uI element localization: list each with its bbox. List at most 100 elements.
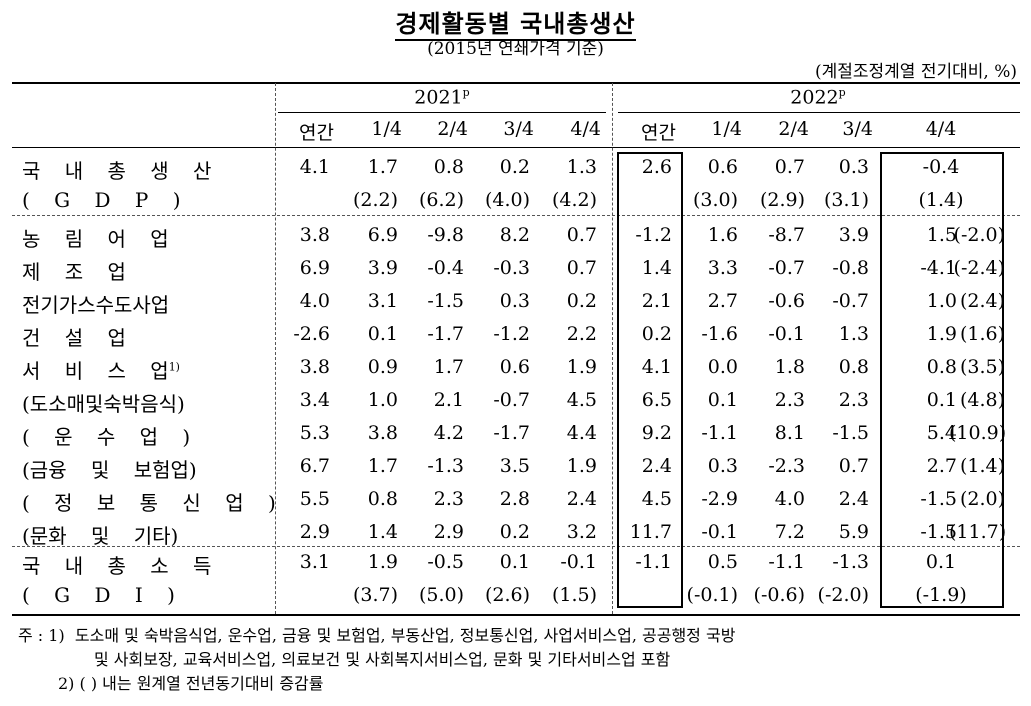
table-cell: 1.9 bbox=[926, 323, 957, 345]
table-cell: 8.1 bbox=[774, 422, 805, 444]
table-cell: 4.5 bbox=[641, 488, 672, 510]
table-cell: (2.6) bbox=[484, 584, 530, 606]
column-header: 1/4 bbox=[711, 118, 742, 140]
table-cell: -1.3 bbox=[832, 551, 869, 573]
table-cell: 2.1 bbox=[641, 290, 672, 312]
table-cell: 5.9 bbox=[838, 521, 869, 543]
table-cell: (3.0) bbox=[692, 189, 738, 211]
row-label: 제 조 업 bbox=[22, 260, 126, 284]
table-cell: 2.3 bbox=[838, 389, 869, 411]
table-cell: 2.3 bbox=[433, 488, 464, 510]
gdi-divider bbox=[12, 546, 1020, 547]
table-cell: 4.2 bbox=[433, 422, 464, 444]
table-cell: 2.8 bbox=[499, 488, 530, 510]
table-cell: 6.9 bbox=[299, 257, 330, 279]
table-cell: 0.1 bbox=[707, 389, 738, 411]
footnote-2: 2) ( ) 내는 원계열 전년동기대비 증감률 bbox=[58, 674, 324, 693]
table-cell: 4.1 bbox=[641, 356, 672, 378]
yoy-change-cell: (2.4) bbox=[959, 290, 1005, 312]
row-label: ( G D I ) bbox=[22, 583, 175, 607]
table-cell: -0.7 bbox=[768, 257, 805, 279]
table-cell: 2.9 bbox=[299, 521, 330, 543]
table-cell: 1.3 bbox=[838, 323, 869, 345]
table-cell: 1.7 bbox=[367, 156, 398, 178]
table-cell: -1.5 bbox=[920, 488, 957, 510]
table-cell: 4.0 bbox=[299, 290, 330, 312]
table-cell: 0.2 bbox=[499, 156, 530, 178]
table-subtitle: (2015년 연쇄가격 기준) bbox=[427, 39, 604, 59]
table-cell: 3.1 bbox=[299, 551, 330, 573]
table-cell: (-2.0) bbox=[817, 584, 869, 606]
table-cell: 0.3 bbox=[838, 156, 869, 178]
table-cell: 3.2 bbox=[566, 521, 597, 543]
table-cell: 11.7 bbox=[629, 521, 672, 543]
footnote-1-continued: 및 사회보장, 교육서비스업, 의료보건 및 사회복지서비스업, 문화 및 기타… bbox=[94, 650, 671, 669]
table-cell: -1.1 bbox=[635, 551, 672, 573]
table-cell: 0.7 bbox=[838, 455, 869, 477]
yoy-change-cell: (2.0) bbox=[959, 488, 1005, 510]
table-cell: 0.3 bbox=[499, 290, 530, 312]
footnote-marker: 1) bbox=[168, 360, 180, 374]
table-cell: (2.2) bbox=[352, 189, 398, 211]
table-cell: 1.9 bbox=[566, 356, 597, 378]
yoy-change-cell: (-2.4) bbox=[953, 257, 1005, 279]
table-cell: 0.9 bbox=[367, 356, 398, 378]
table-cell: 0.1 bbox=[367, 323, 398, 345]
table-cell: -1.1 bbox=[701, 422, 738, 444]
yoy-change-cell: (10.9) bbox=[949, 422, 1007, 444]
table-cell: 3.3 bbox=[707, 257, 738, 279]
table-cell: (4.2) bbox=[551, 189, 597, 211]
table-cell: 1.6 bbox=[707, 224, 738, 246]
row-label: 국 내 총 소 득 bbox=[22, 554, 212, 578]
table-cell: (4.0) bbox=[484, 189, 530, 211]
row-label: 서 비 스 업1) bbox=[22, 359, 180, 383]
table-cell: 0.8 bbox=[367, 488, 398, 510]
table-cell: -0.7 bbox=[832, 290, 869, 312]
table-cell: 3.9 bbox=[367, 257, 398, 279]
table-cell: 3.8 bbox=[299, 224, 330, 246]
table-cell: -0.8 bbox=[832, 257, 869, 279]
header-bottom-rule bbox=[12, 147, 1020, 148]
yoy-change-cell: (3.5) bbox=[959, 356, 1005, 378]
annual-2022-highlight-box bbox=[617, 152, 683, 608]
year-divider bbox=[612, 83, 613, 614]
table-cell: -1.2 bbox=[493, 323, 530, 345]
table-cell: -0.6 bbox=[768, 290, 805, 312]
table-cell: -1.7 bbox=[493, 422, 530, 444]
column-header: 2/4 bbox=[437, 118, 468, 140]
table-cell: 9.2 bbox=[641, 422, 672, 444]
column-header: 4/4 bbox=[925, 118, 957, 140]
table-cell: -2.9 bbox=[701, 488, 738, 510]
row-label: 국 내 총 생 산 bbox=[22, 159, 212, 183]
bottom-rule bbox=[12, 614, 1020, 616]
table-cell: 1.7 bbox=[367, 455, 398, 477]
table-cell: (6.2) bbox=[418, 189, 464, 211]
table-cell: 0.1 bbox=[925, 551, 957, 573]
table-cell: -1.7 bbox=[427, 323, 464, 345]
table-cell: 5.4 bbox=[926, 422, 957, 444]
table-cell: 2.4 bbox=[838, 488, 869, 510]
table-cell: (3.1) bbox=[823, 189, 869, 211]
table-cell: -0.1 bbox=[768, 323, 805, 345]
row-label: 전기가스수도사업 bbox=[22, 293, 170, 317]
table-cell: 2.9 bbox=[433, 521, 464, 543]
table-cell: 5.5 bbox=[299, 488, 330, 510]
row-label: ( 운 수 업 ) bbox=[22, 425, 191, 449]
row-label: ( 정 보 통 신 업 ) bbox=[22, 491, 276, 515]
row-label: (도소매및숙박음식) bbox=[22, 392, 185, 416]
yoy-change-cell: (11.7) bbox=[949, 521, 1007, 543]
table-cell: 1.4 bbox=[367, 521, 398, 543]
table-cell: -1.3 bbox=[427, 455, 464, 477]
table-cell: (3.7) bbox=[352, 584, 398, 606]
table-cell: 6.9 bbox=[367, 224, 398, 246]
table-cell: 2.4 bbox=[641, 455, 672, 477]
row-label: ( G D P ) bbox=[22, 188, 181, 212]
footnote-1: 주 : 1) 도소매 및 숙박음식업, 운수업, 금융 및 보험업, 부동산업,… bbox=[18, 626, 736, 645]
table-cell: 5.3 bbox=[299, 422, 330, 444]
table-cell: -2.6 bbox=[293, 323, 330, 345]
table-cell: 0.6 bbox=[499, 356, 530, 378]
table-cell: 0.0 bbox=[707, 356, 738, 378]
table-cell: -1.5 bbox=[832, 422, 869, 444]
column-header: 1/4 bbox=[371, 118, 402, 140]
table-cell: (1.5) bbox=[551, 584, 597, 606]
